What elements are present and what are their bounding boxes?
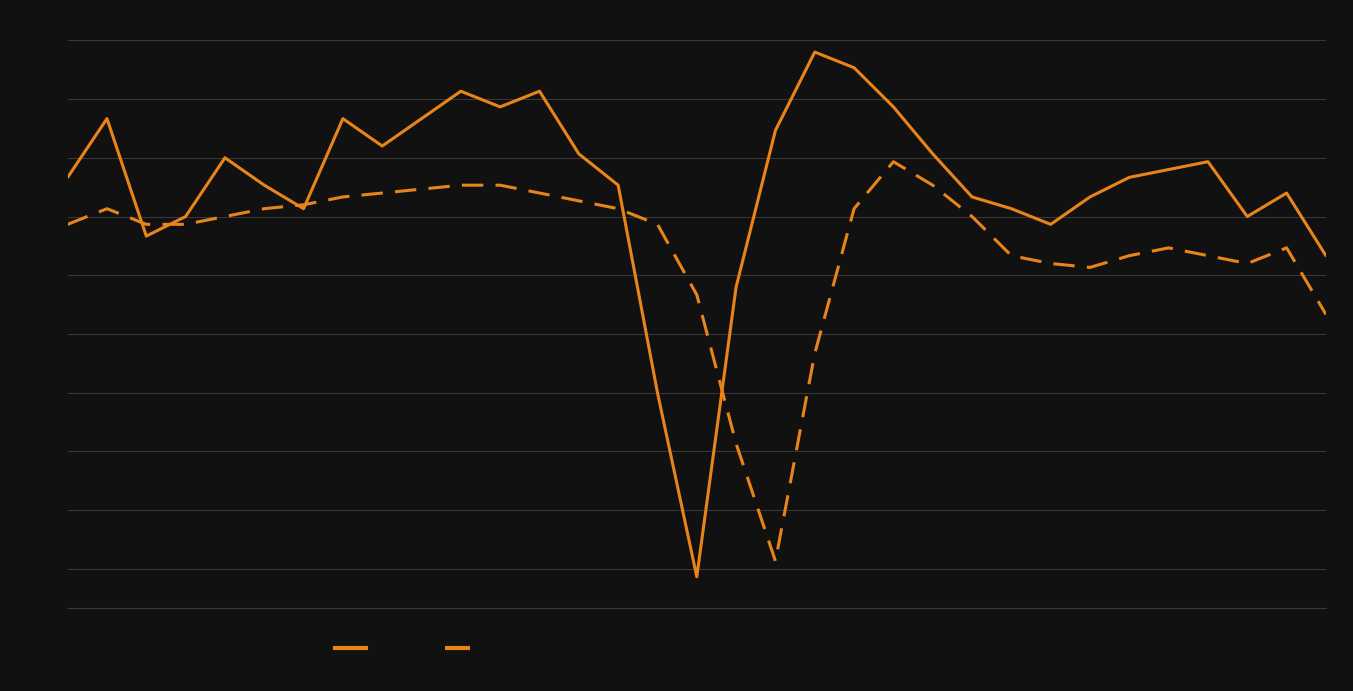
Legend: , : , <box>330 638 484 661</box>
